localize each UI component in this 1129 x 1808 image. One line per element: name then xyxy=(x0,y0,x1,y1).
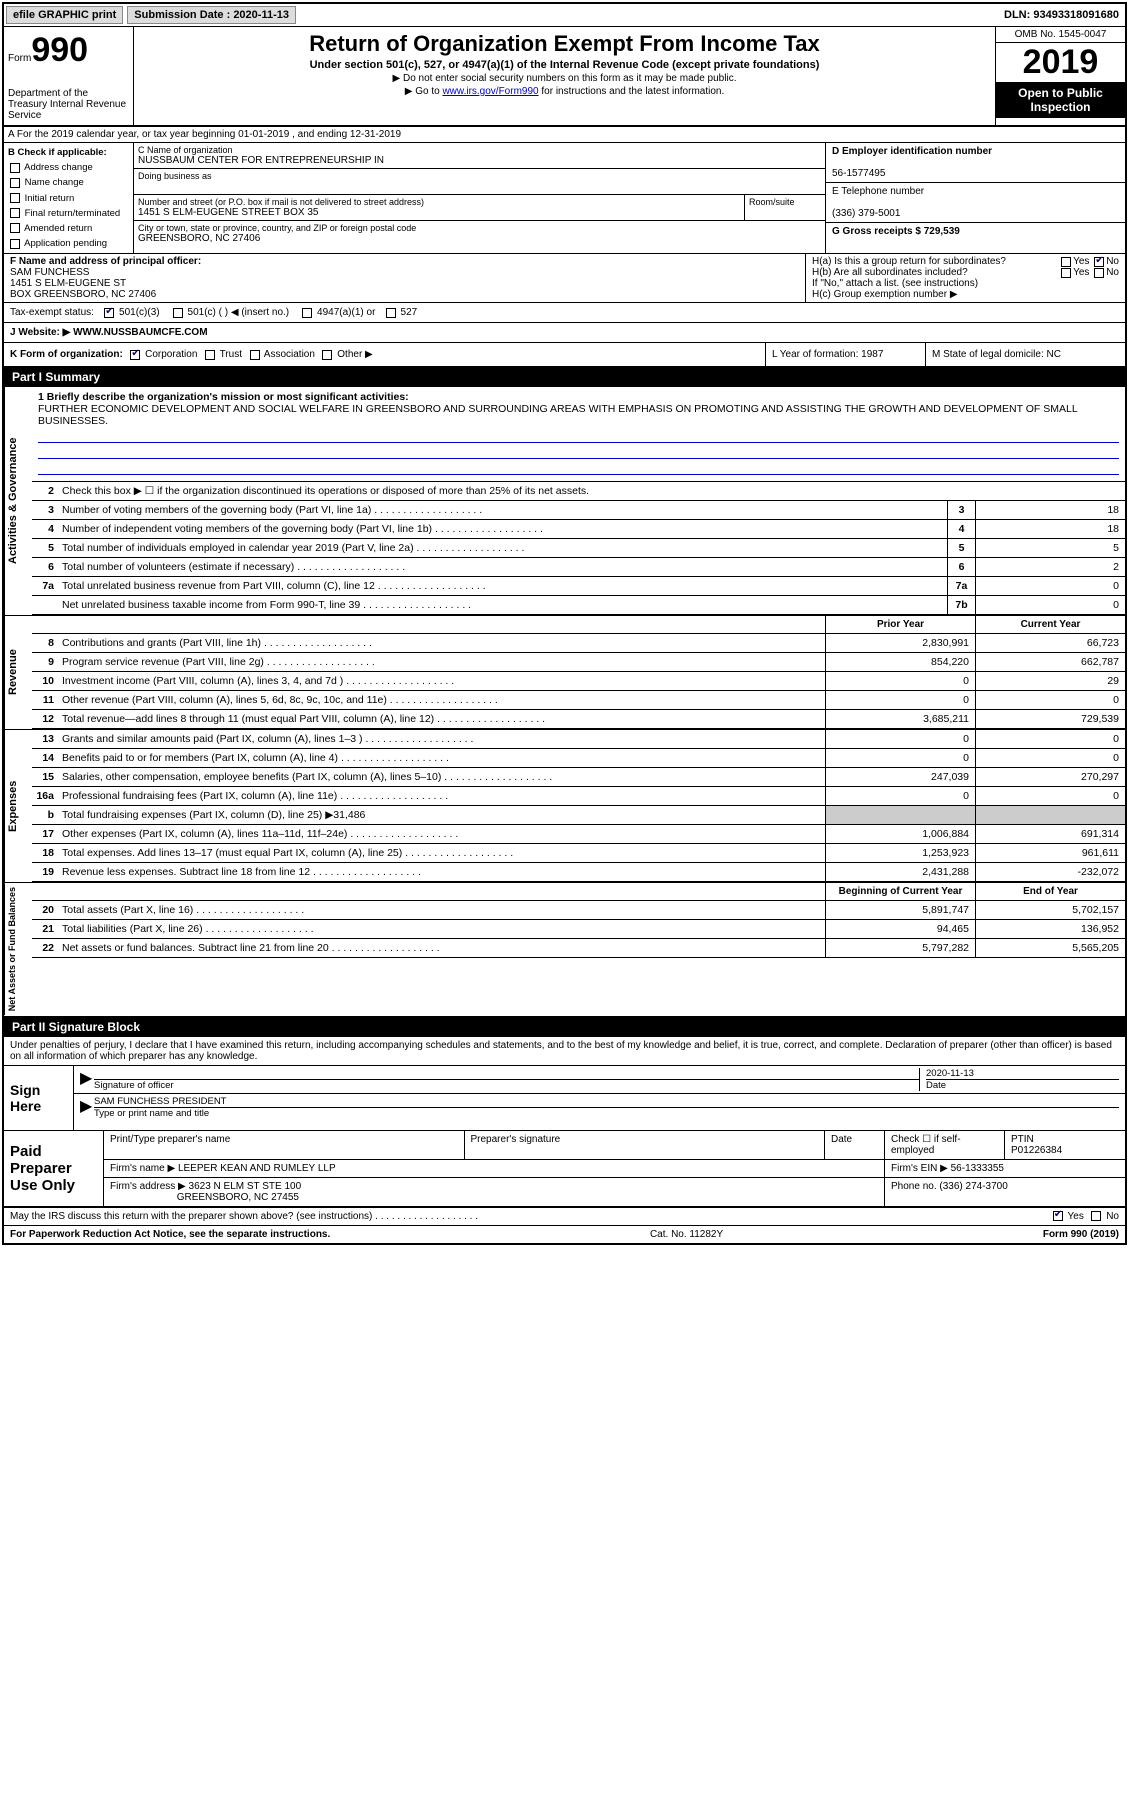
preparer-date-col: Date xyxy=(825,1131,885,1159)
telephone-cell: E Telephone number (336) 379-5001 xyxy=(826,183,1125,223)
tax-status-row: Tax-exempt status: 501(c)(3) 501(c) ( ) … xyxy=(4,303,1125,323)
line-9: 9Program service revenue (Part VIII, lin… xyxy=(32,653,1125,672)
instructions-link[interactable]: www.irs.gov/Form990 xyxy=(442,86,538,97)
line-7b: Net unrelated business taxable income fr… xyxy=(32,596,1125,615)
title-box: Return of Organization Exempt From Incom… xyxy=(134,27,995,125)
page-title: Return of Organization Exempt From Incom… xyxy=(138,31,991,57)
line-7a: 7aTotal unrelated business revenue from … xyxy=(32,577,1125,596)
dept-label: Department of the Treasury Internal Reve… xyxy=(8,88,129,121)
firm-ein-cell: Firm's EIN ▶ 56-1333355 xyxy=(885,1160,1125,1177)
line-22: 22Net assets or fund balances. Subtract … xyxy=(32,939,1125,958)
sign-here-label: Sign Here xyxy=(4,1066,74,1130)
submission-date: Submission Date : 2020-11-13 xyxy=(127,6,296,24)
line-14: 14Benefits paid to or for members (Part … xyxy=(32,749,1125,768)
mission-block: 1 Briefly describe the organization's mi… xyxy=(32,387,1125,482)
row-a-tax-year: A For the 2019 calendar year, or tax yea… xyxy=(4,127,1125,143)
form-id-box: Form990 Department of the Treasury Inter… xyxy=(4,27,134,125)
na-col-headers: Beginning of Current Year End of Year xyxy=(32,883,1125,901)
line-17: 17Other expenses (Part IX, column (A), l… xyxy=(32,825,1125,844)
line-6: 6Total number of volunteers (estimate if… xyxy=(32,558,1125,577)
ein-cell: D Employer identification number 56-1577… xyxy=(826,143,1125,183)
block-b-checkboxes: B Check if applicable: Address change Na… xyxy=(4,143,134,253)
org-name-cell: C Name of organization NUSSBAUM CENTER F… xyxy=(134,143,825,169)
dba-cell: Doing business as xyxy=(134,169,825,195)
address-cell: Number and street (or P.O. box if mail i… xyxy=(134,195,745,220)
tab-activities: Activities & Governance xyxy=(4,387,32,615)
line-3: 3Number of voting members of the governi… xyxy=(32,501,1125,520)
line-18: 18Total expenses. Add lines 13–17 (must … xyxy=(32,844,1125,863)
preparer-name-col: Print/Type preparer's name xyxy=(104,1131,465,1159)
rev-col-headers: Prior Year Current Year xyxy=(32,616,1125,634)
sig-officer-field: Signature of officer xyxy=(94,1068,919,1091)
preparer-sig-col: Preparer's signature xyxy=(465,1131,826,1159)
line-16a: 16aProfessional fundraising fees (Part I… xyxy=(32,787,1125,806)
line-4: 4Number of independent voting members of… xyxy=(32,520,1125,539)
tab-expenses: Expenses xyxy=(4,730,32,882)
line-21: 21Total liabilities (Part X, line 26)94,… xyxy=(32,920,1125,939)
year-formation: L Year of formation: 1987 xyxy=(765,343,925,366)
line-20: 20Total assets (Part X, line 16)5,891,74… xyxy=(32,901,1125,920)
state-domicile: M State of legal domicile: NC xyxy=(925,343,1125,366)
officer-cell: F Name and address of principal officer:… xyxy=(4,254,805,302)
tab-net-assets: Net Assets or Fund Balances xyxy=(4,883,32,1015)
firm-phone-cell: Phone no. (336) 274-3700 xyxy=(885,1178,1125,1206)
line-19: 19Revenue less expenses. Subtract line 1… xyxy=(32,863,1125,882)
declaration-text: Under penalties of perjury, I declare th… xyxy=(4,1037,1125,1066)
page-footer: For Paperwork Reduction Act Notice, see … xyxy=(4,1226,1125,1243)
line-10: 10Investment income (Part VIII, column (… xyxy=(32,672,1125,691)
tab-revenue: Revenue xyxy=(4,616,32,729)
website-row: J Website: ▶ WWW.NUSSBAUMCFE.COM xyxy=(4,323,1125,342)
room-cell: Room/suite xyxy=(745,195,825,220)
line-15: 15Salaries, other compensation, employee… xyxy=(32,768,1125,787)
line-b: bTotal fundraising expenses (Part IX, co… xyxy=(32,806,1125,825)
may-discuss-row: May the IRS discuss this return with the… xyxy=(4,1208,1125,1226)
line-5: 5Total number of individuals employed in… xyxy=(32,539,1125,558)
line-8: 8Contributions and grants (Part VIII, li… xyxy=(32,634,1125,653)
line-2: 2 Check this box ▶ ☐ if the organization… xyxy=(32,482,1125,501)
part1-header: Part I Summary xyxy=(4,368,1125,386)
city-cell: City or town, state or province, country… xyxy=(134,221,825,246)
firm-name-cell: Firm's name ▶ LEEPER KEAN AND RUMLEY LLP xyxy=(104,1160,885,1177)
line-11: 11Other revenue (Part VIII, column (A), … xyxy=(32,691,1125,710)
sig-date-field: 2020-11-13Date xyxy=(919,1068,1119,1091)
efile-button[interactable]: efile GRAPHIC print xyxy=(6,6,123,24)
gross-receipts-cell: G Gross receipts $ 729,539 xyxy=(826,223,1125,240)
paid-preparer-label: Paid Preparer Use Only xyxy=(4,1131,104,1206)
dln: DLN: 93493318091680 xyxy=(998,7,1125,23)
part2-header: Part II Signature Block xyxy=(4,1018,1125,1036)
ptin-cell: PTINP01226384 xyxy=(1005,1131,1125,1159)
year-box: OMB No. 1545-0047 2019 Open to Public In… xyxy=(995,27,1125,125)
group-return-cell: H(a) Is this a group return for subordin… xyxy=(805,254,1125,302)
line-12: 12Total revenue—add lines 8 through 11 (… xyxy=(32,710,1125,729)
self-employed-check: Check ☐ if self-employed xyxy=(885,1131,1005,1159)
line-13: 13Grants and similar amounts paid (Part … xyxy=(32,730,1125,749)
form-of-org: K Form of organization: Corporation Trus… xyxy=(4,343,765,366)
firm-addr-cell: Firm's address ▶ 3623 N ELM ST STE 100 G… xyxy=(104,1178,885,1206)
sig-name-title-field: SAM FUNCHESS PRESIDENTType or print name… xyxy=(94,1096,1119,1119)
